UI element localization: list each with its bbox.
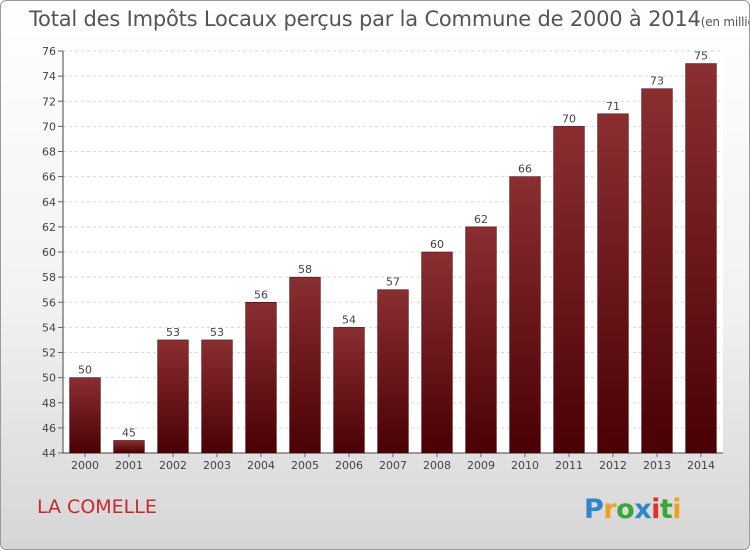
bar [157,339,189,454]
y-tick-label: 58 [42,271,56,284]
bar [201,339,233,454]
x-tick-label: 2010 [511,459,539,472]
bar-value-label: 45 [122,426,136,439]
bar [641,88,673,454]
bar [597,113,629,454]
y-tick-label: 48 [42,397,56,410]
bar-value-label: 62 [474,213,488,226]
y-tick-label: 50 [42,372,56,385]
chart-subtitle: (en milliers d'€) [700,15,749,29]
bar [377,289,409,454]
chart-title-main: Total des Impôts Locaux perçus par la Co… [29,7,701,31]
x-tick-label: 2009 [467,459,495,472]
bar [465,226,497,454]
bar-value-label: 73 [650,75,664,88]
bar-value-label: 75 [694,50,708,63]
x-tick-label: 2000 [71,459,99,472]
y-tick-label: 62 [42,221,56,234]
y-tick-label: 52 [42,347,56,360]
bar [245,302,277,454]
bar-value-label: 57 [386,276,400,289]
x-tick-label: 2006 [335,459,363,472]
bar [685,63,717,454]
y-tick-label: 64 [42,196,56,209]
y-tick-label: 66 [42,171,56,184]
chart-title: Total des Impôts Locaux perçus par la Co… [29,7,749,31]
y-tick-label: 76 [42,45,56,58]
y-tick-label: 72 [42,95,56,108]
y-tick-label: 46 [42,422,56,435]
y-tick-label: 60 [42,246,56,259]
bar-value-label: 71 [606,100,620,113]
y-tick-label: 68 [42,146,56,159]
x-tick-label: 2005 [291,459,319,472]
x-tick-label: 2007 [379,459,407,472]
commune-name: LA COMELLE [37,496,157,518]
x-tick-label: 2002 [159,459,187,472]
bar [69,377,101,454]
bar [421,251,453,454]
bar-value-label: 66 [518,163,532,176]
x-tick-label: 2003 [203,459,231,472]
x-tick-label: 2008 [423,459,451,472]
svg-text:Proxiti: Proxiti [584,494,681,525]
bar-value-label: 50 [78,364,92,377]
bar [289,276,321,454]
y-tick-label: 70 [42,120,56,133]
x-tick-label: 2014 [687,459,715,472]
proxiti-logo: Proxiti [584,494,682,525]
y-tick-label: 54 [42,321,56,334]
x-tick-label: 2011 [555,459,583,472]
y-tick-label: 56 [42,296,56,309]
y-tick-label: 44 [42,447,56,460]
bar [333,327,365,454]
bar-value-label: 58 [298,263,312,276]
bar [553,126,585,454]
bar-value-label: 60 [430,238,444,251]
bar-value-label: 53 [210,326,224,339]
x-tick-label: 2004 [247,459,275,472]
bar [113,440,145,454]
bar-value-label: 54 [342,313,356,326]
bar [509,176,541,454]
bar-value-label: 56 [254,288,268,301]
x-tick-label: 2013 [643,459,671,472]
bar-value-label: 70 [562,112,576,125]
y-tick-label: 74 [42,70,56,83]
x-tick-label: 2012 [599,459,627,472]
bar-value-label: 53 [166,326,180,339]
x-tick-label: 2001 [115,459,143,472]
